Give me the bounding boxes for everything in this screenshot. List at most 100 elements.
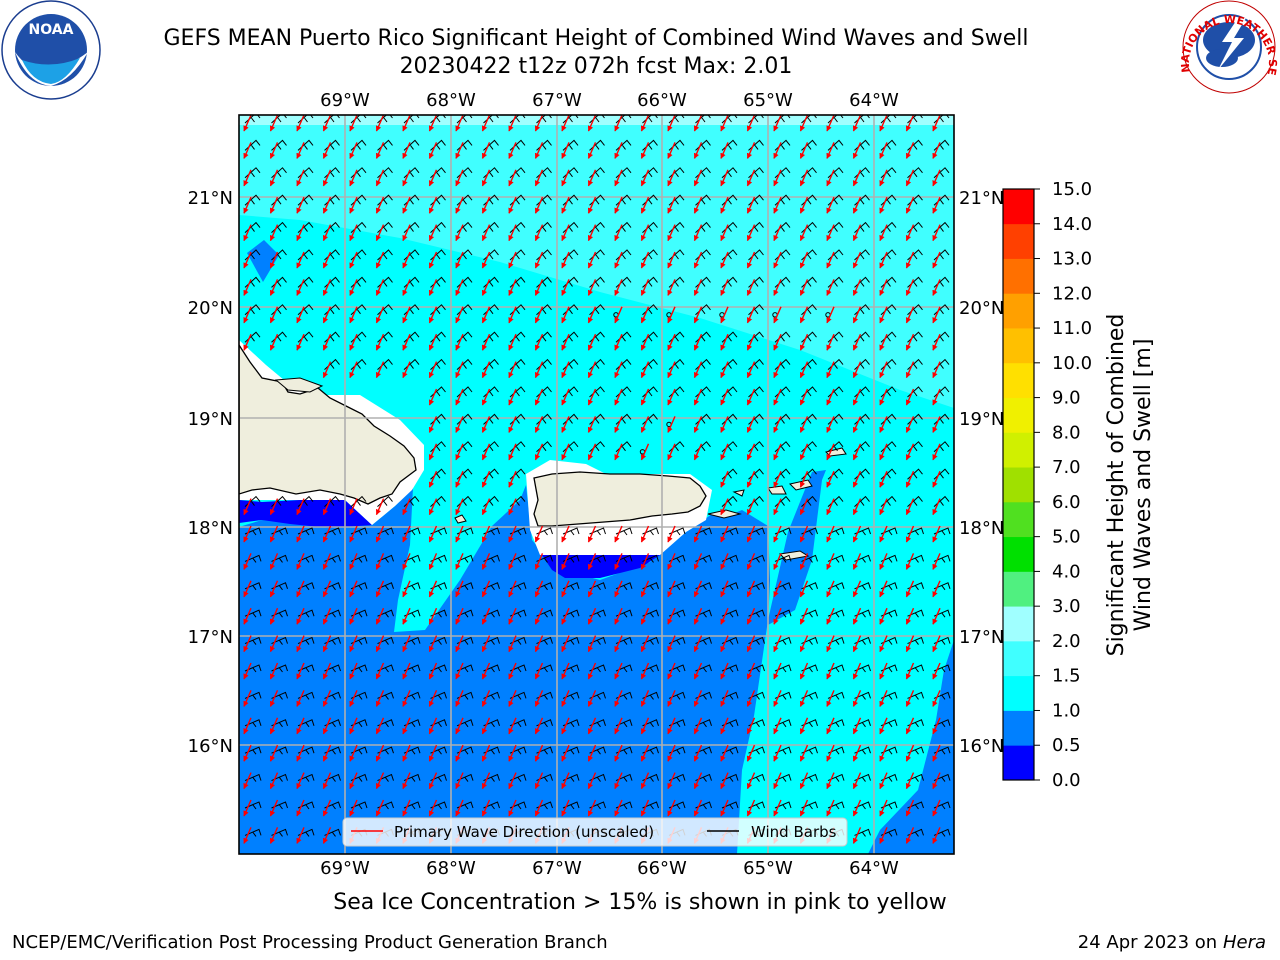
wave-direction-arrow <box>799 224 809 242</box>
wind-barb <box>854 582 871 591</box>
wave-direction-arrow <box>375 498 385 516</box>
wave-direction-arrow <box>614 553 623 570</box>
wave-direction-arrow <box>826 306 835 324</box>
wave-direction-arrow <box>799 388 809 406</box>
wind-barb <box>244 719 262 728</box>
wave-direction-arrow <box>587 525 597 543</box>
wave-direction-arrow <box>720 333 729 351</box>
wave-direction-arrow <box>905 361 915 379</box>
wave-direction-arrow <box>561 772 570 790</box>
wave-direction-arrow <box>667 553 676 570</box>
wind-barb <box>483 691 500 700</box>
wind-barb <box>880 746 898 755</box>
wave-direction-arrow <box>720 744 729 762</box>
wave-direction-arrow <box>587 196 597 214</box>
wind-barb <box>403 773 421 782</box>
wave-direction-arrow <box>243 142 252 159</box>
lat-label-right: 21°N <box>959 188 1004 209</box>
wave-direction-arrow <box>455 470 464 488</box>
wave-direction-arrow <box>481 279 491 296</box>
wind-barb <box>907 636 924 645</box>
wind-barb <box>854 609 871 618</box>
wave-direction-arrow <box>905 443 915 461</box>
wind-barb <box>615 719 633 728</box>
wave-direction-arrow <box>561 717 570 735</box>
wind-barb <box>324 719 341 728</box>
wave-direction-arrow <box>667 361 676 379</box>
wind-barb <box>880 773 898 782</box>
colorbar-tick-label: 14.0 <box>1052 214 1092 235</box>
wave-direction-arrow <box>640 744 650 762</box>
wave-direction-arrow <box>614 196 623 214</box>
wave-direction-arrow <box>640 772 650 790</box>
wave-direction-arrow <box>481 607 491 625</box>
wave-direction-arrow <box>455 142 464 159</box>
wave-direction-arrow <box>481 224 491 242</box>
wind-barb <box>748 609 765 618</box>
wind-barb <box>801 527 818 536</box>
wave-direction-arrow <box>296 690 305 707</box>
wave-direction-arrow <box>534 553 544 570</box>
wave-direction-arrow <box>455 772 464 790</box>
wave-direction-arrow <box>614 115 623 132</box>
wave-direction-arrow <box>375 251 385 269</box>
wave-direction-arrow <box>773 553 782 570</box>
wave-direction-arrow <box>269 142 279 159</box>
wind-barb <box>509 691 527 700</box>
wave-direction-arrow <box>826 635 835 653</box>
wave-direction-arrow <box>322 580 332 598</box>
wave-direction-arrow <box>534 525 544 543</box>
wave-direction-arrow <box>932 553 941 570</box>
wave-direction-arrow <box>428 607 438 625</box>
wave-direction-arrow <box>614 388 623 406</box>
wind-barb <box>536 609 553 618</box>
wave-direction-arrow <box>561 251 570 269</box>
wave-direction-arrow <box>587 744 597 762</box>
wave-direction-arrow <box>587 443 597 461</box>
wind-barb <box>377 691 394 700</box>
wave-direction-arrow <box>852 169 862 187</box>
wind-barb <box>668 527 686 536</box>
wind-barb <box>748 636 765 645</box>
wave-direction-arrow <box>614 142 623 159</box>
wave-direction-arrow <box>667 607 676 625</box>
wave-direction-arrow <box>508 470 517 488</box>
wind-barb <box>244 664 262 673</box>
lon-label-top: 65°W <box>743 90 793 111</box>
wind-barb <box>244 801 262 810</box>
wave-direction-arrow <box>905 553 915 570</box>
wave-direction-arrow <box>826 333 835 351</box>
wave-direction-arrow <box>852 142 862 159</box>
wind-barb <box>456 582 474 591</box>
wave-direction-arrow <box>322 607 332 625</box>
wave-direction-arrow <box>428 717 438 735</box>
wave-direction-arrow <box>375 279 385 296</box>
wave-direction-arrow <box>322 799 332 817</box>
wave-direction-arrow <box>879 443 888 461</box>
wave-direction-arrow <box>746 525 756 543</box>
wave-direction-arrow <box>879 498 888 516</box>
chart-title: GEFS MEAN Puerto Rico Significant Height… <box>163 26 1029 51</box>
wave-direction-arrow <box>905 827 915 844</box>
wave-direction-arrow <box>587 306 597 324</box>
wave-direction-arrow <box>799 115 809 132</box>
wave-direction-arrow <box>905 224 915 242</box>
wind-barb <box>880 527 898 536</box>
wind-barb <box>721 773 739 782</box>
wind-barb <box>509 527 527 536</box>
wave-direction-arrow <box>879 416 888 433</box>
wave-direction-arrow <box>640 251 650 269</box>
wind-barb <box>271 801 288 810</box>
lat-label-right: 20°N <box>959 298 1004 319</box>
colorbar: 0.0 0.5 1.0 1.5 2.0 3.0 4.0 5.0 6.0 7.0 8.0 9.0 10.0… <box>1003 179 1092 791</box>
wave-direction-arrow <box>720 717 729 735</box>
wave-direction-arrow <box>375 690 385 707</box>
wave-direction-arrow <box>693 635 703 653</box>
wind-barb <box>271 691 288 700</box>
wave-direction-arrow <box>296 142 305 159</box>
wave-direction-arrow <box>534 607 544 625</box>
wind-barb <box>589 554 606 563</box>
map-legend: Primary Wave Direction (unscaled) Wind B… <box>342 817 848 847</box>
wind-barb <box>430 664 447 673</box>
lat-label-left: 18°N <box>188 518 233 539</box>
